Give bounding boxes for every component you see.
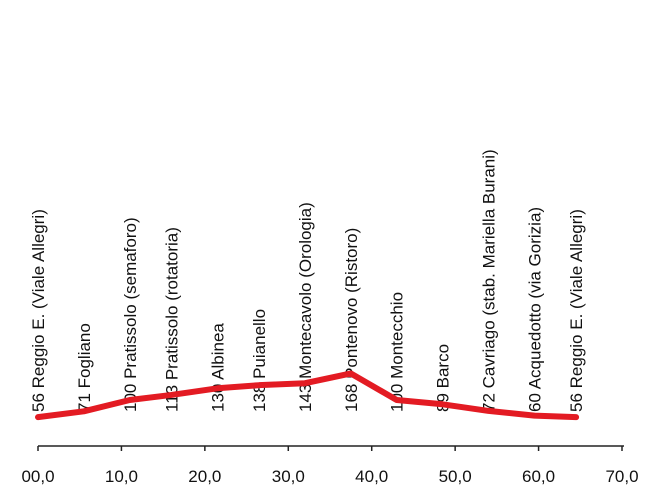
stop-label: 130 Albinea bbox=[208, 323, 227, 412]
x-tick-label: 20,0 bbox=[188, 467, 221, 486]
stop-label: 56 Reggio E. (Viale Allegri) bbox=[567, 209, 586, 412]
elevation-line bbox=[35, 370, 580, 421]
stop-labels: 56 Reggio E. (Viale Allegri) 71 Fogliano 1… bbox=[29, 149, 586, 412]
x-tick-label: 10,0 bbox=[105, 467, 138, 486]
x-tick-label: 00,0 bbox=[21, 467, 54, 486]
x-axis-ticks: 00,0 10,0 20,0 30,0 40,0 50,0 60,0 70,0 bbox=[21, 446, 639, 486]
stop-label: 89 Barco bbox=[434, 344, 453, 412]
stop-label: 143 Montecavolo (Orologia) bbox=[296, 202, 315, 412]
x-tick-label: 60,0 bbox=[522, 467, 555, 486]
stop-label: 72 Cavriago (stab. Mariella Burani) bbox=[480, 149, 499, 412]
stop-label: 168 Pontenovo (Ristoro) bbox=[342, 228, 361, 412]
stop-label: 138 Puianello bbox=[250, 309, 269, 412]
stop-label: 113 Pratissolo (rotatoria) bbox=[162, 227, 181, 412]
stop-label: 71 Fogliano bbox=[75, 323, 94, 412]
stop-label: 100 Pratissolo (semaforo) bbox=[121, 217, 140, 412]
stop-label: 60 Acquedotto (via Gorizia) bbox=[525, 207, 544, 412]
stop-label: 56 Reggio E. (Viale Allegri) bbox=[29, 209, 48, 412]
x-tick-label: 70,0 bbox=[605, 467, 638, 486]
stop-label: 100 Montecchio bbox=[388, 292, 407, 412]
x-tick-label: 40,0 bbox=[355, 467, 388, 486]
x-tick-label: 30,0 bbox=[272, 467, 305, 486]
x-tick-label: 50,0 bbox=[439, 467, 472, 486]
